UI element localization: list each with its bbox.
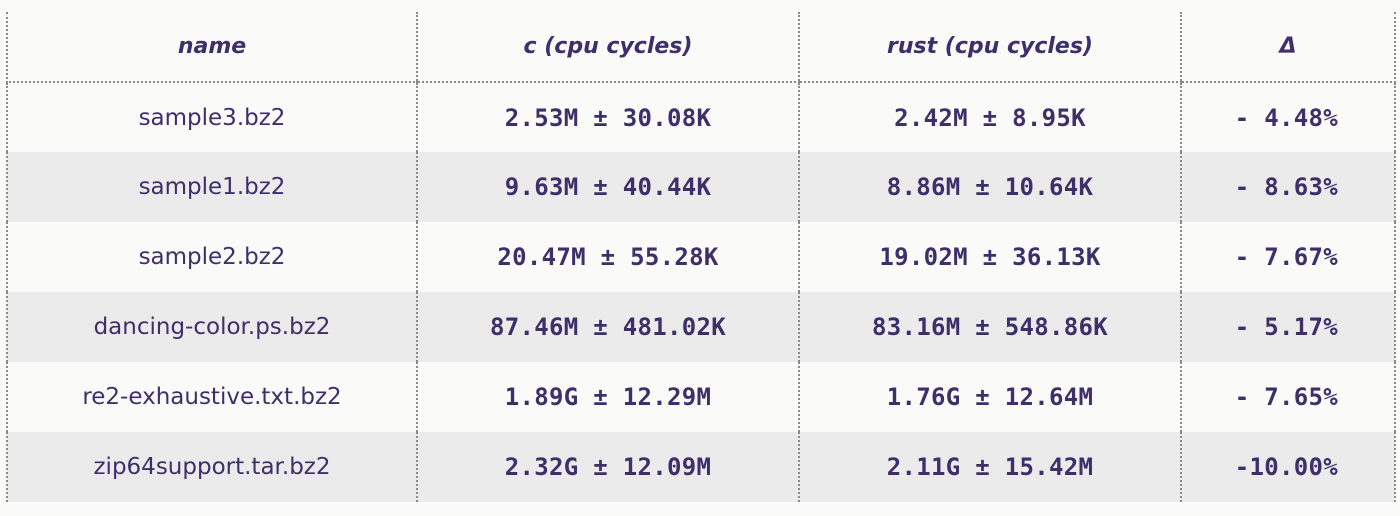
c-cycles-cell: 1.89G ± 12.29M: [416, 362, 799, 432]
header-delta: Δ: [1180, 12, 1396, 83]
delta-cell: -10.00%: [1180, 432, 1396, 502]
table-row: sample1.bz2 9.63M ± 40.44K 8.86M ± 10.64…: [6, 152, 1396, 222]
header-c-cycles: c (cpu cycles): [416, 12, 799, 83]
c-cycles-cell: 2.53M ± 30.08K: [416, 82, 799, 152]
table-row: sample3.bz2 2.53M ± 30.08K 2.42M ± 8.95K…: [6, 82, 1396, 152]
c-cycles-cell: 9.63M ± 40.44K: [416, 152, 799, 222]
table-row: zip64support.tar.bz2 2.32G ± 12.09M 2.11…: [6, 432, 1396, 502]
table-row: dancing-color.ps.bz2 87.46M ± 481.02K 83…: [6, 292, 1396, 362]
rust-cycles-cell: 83.16M ± 548.86K: [798, 292, 1181, 362]
table-body: sample3.bz2 2.53M ± 30.08K 2.42M ± 8.95K…: [6, 82, 1396, 502]
table-header: name c (cpu cycles) rust (cpu cycles) Δ: [6, 12, 1396, 83]
rust-cycles-cell: 2.11G ± 15.42M: [798, 432, 1181, 502]
rust-cycles-cell: 8.86M ± 10.64K: [798, 152, 1181, 222]
delta-cell: - 7.67%: [1180, 222, 1396, 292]
rust-cycles-cell: 2.42M ± 8.95K: [798, 82, 1181, 152]
c-cycles-cell: 20.47M ± 55.28K: [416, 222, 799, 292]
header-row: name c (cpu cycles) rust (cpu cycles) Δ: [6, 12, 1396, 83]
rust-cycles-cell: 19.02M ± 36.13K: [798, 222, 1181, 292]
file-name-cell: sample3.bz2: [6, 82, 417, 152]
file-name-cell: sample2.bz2: [6, 222, 417, 292]
file-name-cell: re2-exhaustive.txt.bz2: [6, 362, 417, 432]
c-cycles-cell: 2.32G ± 12.09M: [416, 432, 799, 502]
delta-cell: - 4.48%: [1180, 82, 1396, 152]
table-row: re2-exhaustive.txt.bz2 1.89G ± 12.29M 1.…: [6, 362, 1396, 432]
file-name-cell: dancing-color.ps.bz2: [6, 292, 417, 362]
table-row: sample2.bz2 20.47M ± 55.28K 19.02M ± 36.…: [6, 222, 1396, 292]
delta-cell: - 8.63%: [1180, 152, 1396, 222]
header-name: name: [6, 12, 417, 83]
c-cycles-cell: 87.46M ± 481.02K: [416, 292, 799, 362]
delta-cell: - 5.17%: [1180, 292, 1396, 362]
delta-cell: - 7.65%: [1180, 362, 1396, 432]
file-name-cell: zip64support.tar.bz2: [6, 432, 417, 502]
benchmark-table: name c (cpu cycles) rust (cpu cycles) Δ …: [6, 12, 1396, 502]
header-rust-cycles: rust (cpu cycles): [798, 12, 1181, 83]
rust-cycles-cell: 1.76G ± 12.64M: [798, 362, 1181, 432]
file-name-cell: sample1.bz2: [6, 152, 417, 222]
